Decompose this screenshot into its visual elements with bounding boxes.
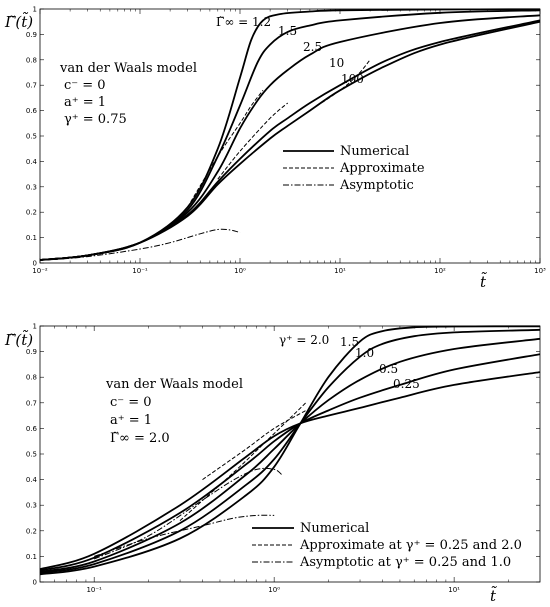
top-y-tick-label: 1 [33, 6, 37, 14]
bottom-y-tick-label: 0.5 [26, 451, 37, 459]
top-x-tick-label: 10³ [534, 267, 546, 275]
top-x-tick-label: 10⁰ [234, 267, 246, 275]
bottom-series-approx-0_25 [202, 410, 307, 481]
top-annotation-line-1: van der Waals model [59, 61, 197, 76]
top-curve-label-5: 100 [341, 72, 364, 86]
top-y-tick-label: 0.4 [26, 158, 38, 166]
bottom-y-tick-label: 0 [33, 579, 37, 587]
bottom-y-tick-label: 1 [33, 323, 37, 331]
top-series-approx-100 [239, 59, 371, 165]
bottom-curve-label-5: 0.25 [393, 377, 420, 391]
bottom-series-1_5 [39, 328, 541, 574]
top-x-tick-label: 10⁻¹ [132, 267, 148, 275]
top-y-tick-label: 0.9 [26, 31, 37, 39]
top-series [39, 8, 541, 261]
bottom-x-tick-label: 10⁻¹ [86, 586, 102, 594]
bottom-y-tick-label: 0.4 [26, 476, 38, 484]
bottom-x-tick-label: 10¹ [448, 586, 460, 594]
bottom-series-approx-2_0 [179, 402, 307, 521]
top-series-100 [39, 20, 541, 261]
bottom-series-asymptotic-0_25 [94, 514, 275, 557]
top-series-approx-1_2 [187, 89, 264, 208]
bottom-y-tick-label: 0.1 [26, 553, 37, 561]
bottom-legend: Numerical Approximate at γ⁺ = 0.25 and 2… [252, 521, 522, 570]
top-x-tick-label: 10⁻² [32, 267, 48, 275]
top-legend-label-3: Asymptotic [339, 178, 414, 193]
bottom-series-asymptotic-1_0 [94, 467, 282, 560]
top-curve-label-1: Γ̃∞ = 1.2 [216, 15, 271, 29]
bottom-x-axis-label: t̃ [490, 586, 497, 605]
bottom-y-tick-label: 0.7 [26, 399, 37, 407]
bottom-y-tick-label: 0.2 [26, 527, 37, 535]
top-y-axis-label: Γ̃(t̃) [4, 12, 33, 31]
bottom-curve-label-4: 0.5 [379, 362, 398, 376]
top-panel: 0 0.1 0.2 0.3 0.4 0.5 0.6 0.7 0.8 0.9 1 10⁻² 10⁻¹ 10⁰… [4, 6, 546, 292]
top-y-tick-label: 0.6 [26, 107, 38, 115]
bottom-y-tick-label: 0.9 [26, 348, 37, 356]
top-y-tick-label: 0.3 [26, 183, 37, 191]
top-annotation-line-3: a⁺ = 1 [64, 95, 106, 110]
top-x-axis-label: t̃ [480, 272, 487, 291]
bottom-curve-label-3: 1.0 [355, 346, 374, 360]
bottom-y-tick-label: 0.8 [26, 374, 37, 382]
top-curve-label-2: 1.5 [278, 24, 297, 38]
bottom-series-2_0 [39, 325, 541, 576]
top-y-tick-label: 0.2 [26, 209, 37, 217]
top-y-tick-label: 0.8 [26, 56, 37, 64]
top-legend: Numerical Approximate Asymptotic [283, 144, 425, 193]
bottom-ticks: 0 0.1 0.2 0.3 0.4 0.5 0.6 0.7 0.8 0.9 1 10⁻¹ 10⁰ 10¹ [26, 323, 540, 594]
bottom-annotation-line-3: a⁺ = 1 [110, 413, 152, 428]
bottom-x-tick-label: 10⁰ [268, 586, 280, 594]
top-series-approx-mid [217, 102, 289, 180]
bottom-annotation-line-4: Γ̃∞ = 2.0 [110, 431, 170, 446]
top-legend-label-1: Numerical [340, 144, 409, 159]
top-x-tick-label: 10² [434, 267, 446, 275]
bottom-y-axis-label: Γ̃(t̃) [4, 330, 33, 349]
bottom-legend-label-2: Approximate at γ⁺ = 0.25 and 2.0 [299, 538, 522, 553]
top-x-tick-label: 10¹ [334, 267, 346, 275]
top-y-tick-label: 0 [33, 260, 37, 268]
bottom-annotation-line-2: c⁻ = 0 [110, 395, 152, 410]
top-y-tick-label: 0.7 [26, 82, 37, 90]
top-curve-label-4: 10 [329, 56, 344, 70]
bottom-curve-label-2: 1.5 [340, 335, 359, 349]
bottom-y-tick-label: 0.6 [26, 425, 38, 433]
bottom-legend-label-3: Asymptotic at γ⁺ = 0.25 and 1.0 [299, 555, 511, 570]
bottom-series-0_25 [39, 371, 541, 571]
top-curve-label-3: 2.5 [303, 40, 322, 54]
bottom-curve-label-1: γ⁺ = 2.0 [279, 333, 329, 347]
top-annotation-line-2: c⁻ = 0 [64, 78, 106, 93]
bottom-legend-label-1: Numerical [300, 521, 369, 536]
bottom-annotation-line-1: van der Waals model [105, 377, 243, 392]
top-y-tick-label: 0.1 [26, 234, 37, 242]
top-series-asymptotic [39, 228, 241, 261]
bottom-y-tick-label: 0.3 [26, 502, 37, 510]
top-y-tick-label: 0.5 [26, 133, 37, 141]
top-legend-label-2: Approximate [339, 161, 425, 176]
bottom-series [39, 325, 541, 576]
top-annotation-line-4: γ⁺ = 0.75 [64, 112, 127, 127]
